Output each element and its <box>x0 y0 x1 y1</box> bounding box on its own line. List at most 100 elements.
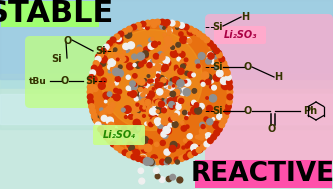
Circle shape <box>170 78 174 82</box>
Circle shape <box>157 92 160 96</box>
Circle shape <box>224 108 230 114</box>
Circle shape <box>156 80 163 86</box>
Circle shape <box>143 106 146 109</box>
Circle shape <box>166 91 171 96</box>
Circle shape <box>95 122 101 128</box>
Circle shape <box>159 101 165 107</box>
Circle shape <box>134 83 137 86</box>
Circle shape <box>148 88 154 93</box>
Circle shape <box>169 98 175 103</box>
Circle shape <box>165 92 167 95</box>
Circle shape <box>195 136 198 139</box>
Circle shape <box>106 117 114 124</box>
Circle shape <box>114 34 120 40</box>
Circle shape <box>156 92 161 98</box>
Circle shape <box>179 24 184 29</box>
Circle shape <box>100 125 105 130</box>
Circle shape <box>133 105 140 112</box>
FancyBboxPatch shape <box>195 160 332 188</box>
Circle shape <box>139 143 145 149</box>
Circle shape <box>151 119 157 125</box>
Circle shape <box>157 89 161 94</box>
Circle shape <box>129 147 132 150</box>
Circle shape <box>192 150 198 155</box>
Circle shape <box>216 52 222 58</box>
Circle shape <box>169 101 174 107</box>
Circle shape <box>105 97 107 100</box>
Circle shape <box>223 82 226 85</box>
Circle shape <box>168 86 171 89</box>
Circle shape <box>163 125 170 132</box>
Circle shape <box>102 30 202 130</box>
Circle shape <box>155 83 162 89</box>
Circle shape <box>134 97 138 101</box>
Circle shape <box>164 149 170 155</box>
Circle shape <box>98 52 104 58</box>
Circle shape <box>169 44 176 50</box>
Circle shape <box>149 92 155 99</box>
Circle shape <box>165 39 172 47</box>
Circle shape <box>201 82 205 86</box>
Circle shape <box>175 69 181 75</box>
FancyBboxPatch shape <box>214 26 266 44</box>
FancyBboxPatch shape <box>93 125 145 145</box>
Circle shape <box>112 129 120 136</box>
Circle shape <box>110 141 116 147</box>
Circle shape <box>196 147 202 153</box>
Circle shape <box>174 88 181 95</box>
Circle shape <box>89 75 94 80</box>
Circle shape <box>142 146 148 153</box>
Circle shape <box>138 27 142 30</box>
Circle shape <box>184 80 187 83</box>
Circle shape <box>163 93 168 98</box>
Circle shape <box>157 88 160 90</box>
Circle shape <box>136 64 138 67</box>
Circle shape <box>122 29 128 34</box>
Circle shape <box>107 41 113 46</box>
Circle shape <box>127 26 132 32</box>
Text: H: H <box>274 72 282 82</box>
Circle shape <box>151 79 153 82</box>
Circle shape <box>173 95 180 101</box>
Circle shape <box>200 80 204 84</box>
Circle shape <box>147 120 153 126</box>
Circle shape <box>164 36 171 44</box>
Circle shape <box>227 89 233 95</box>
Circle shape <box>161 132 166 137</box>
Circle shape <box>148 60 155 67</box>
Circle shape <box>117 56 121 60</box>
Circle shape <box>88 20 232 164</box>
Circle shape <box>116 65 121 70</box>
Circle shape <box>147 63 152 68</box>
Circle shape <box>226 75 231 80</box>
Circle shape <box>91 76 97 83</box>
Circle shape <box>167 93 172 98</box>
Circle shape <box>139 178 145 184</box>
Circle shape <box>91 80 94 83</box>
Circle shape <box>180 64 185 69</box>
Circle shape <box>148 93 152 96</box>
Circle shape <box>125 150 132 156</box>
Circle shape <box>126 144 130 149</box>
Circle shape <box>150 108 157 115</box>
Circle shape <box>175 160 179 164</box>
Circle shape <box>201 125 205 129</box>
Circle shape <box>144 53 148 58</box>
Circle shape <box>111 94 114 98</box>
Circle shape <box>154 168 159 173</box>
Circle shape <box>141 93 145 97</box>
Circle shape <box>165 79 168 82</box>
Circle shape <box>152 95 157 100</box>
Circle shape <box>144 107 148 111</box>
Text: Si: Si <box>85 76 96 86</box>
Circle shape <box>174 21 180 27</box>
Circle shape <box>169 82 172 85</box>
Circle shape <box>113 132 119 138</box>
Circle shape <box>168 70 171 73</box>
Circle shape <box>160 91 167 99</box>
Text: Si: Si <box>51 54 62 64</box>
Circle shape <box>163 78 168 83</box>
Circle shape <box>133 114 141 121</box>
Circle shape <box>136 103 139 106</box>
Circle shape <box>95 56 101 62</box>
